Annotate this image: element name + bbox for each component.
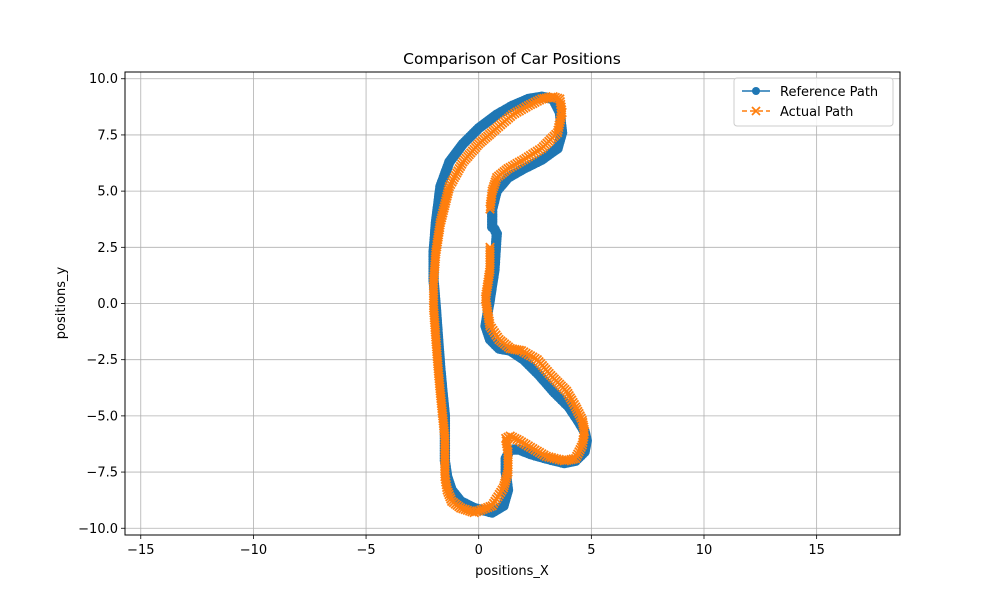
y-tick-label: 2.5 — [97, 241, 118, 256]
legend-label-reference: Reference Path — [780, 85, 878, 100]
legend-marker-actual — [751, 106, 761, 116]
legend: Reference Path Actual Path — [733, 77, 894, 127]
legend-label-actual: Actual Path — [780, 105, 853, 120]
y-tick-label: 10.0 — [89, 72, 118, 87]
legend-box — [733, 77, 894, 127]
x-tick-label: 10 — [696, 543, 713, 558]
y-tick-label: −5.0 — [86, 409, 118, 424]
x-tick-label: 0 — [475, 543, 483, 558]
x-axis-label: positions_X — [475, 564, 549, 579]
y-tick-label: 7.5 — [97, 128, 118, 143]
x-tick-label: −15 — [127, 543, 154, 558]
y-tick-label: −10.0 — [78, 522, 118, 537]
reference-point — [491, 228, 502, 239]
x-tick-label: 15 — [808, 543, 825, 558]
actual-point — [485, 204, 495, 214]
series-layer — [428, 91, 592, 518]
y-tick-label: 5.0 — [97, 185, 118, 200]
y-axis-label: positions_y — [54, 266, 69, 339]
x-tick-label: −10 — [240, 543, 267, 558]
grid — [125, 72, 900, 535]
legend-marker-reference — [752, 87, 760, 95]
x-tick-label: 5 — [587, 543, 595, 558]
y-tick-label: −2.5 — [86, 353, 118, 368]
x-tick-label: −5 — [356, 543, 375, 558]
chart-title: Comparison of Car Positions — [403, 50, 621, 68]
actual-point — [485, 201, 496, 212]
y-tick-label: −7.5 — [86, 466, 118, 481]
ticks: −15 −10 −5 0 5 10 15 −10.0 −7.5 −5.0 −2.5 0.0 2.5 5.0… — [78, 72, 825, 558]
actual-path-series — [428, 91, 590, 518]
y-tick-label: 0.0 — [97, 297, 118, 312]
